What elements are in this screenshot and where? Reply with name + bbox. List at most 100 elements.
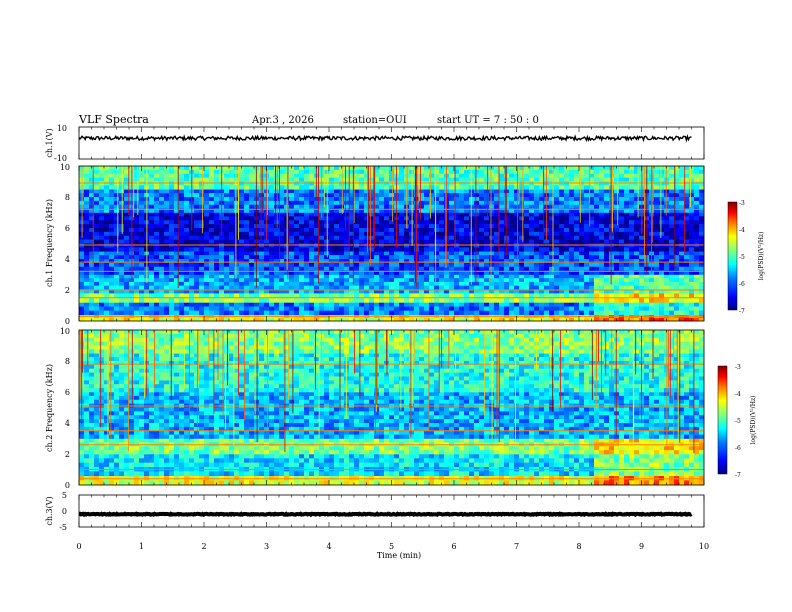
spectrogram-cell [629, 231, 635, 237]
spectrogram-cell [374, 262, 380, 268]
spectrogram-cell [564, 200, 570, 206]
spectrogram-cell [634, 274, 640, 279]
spectrogram-cell [329, 243, 335, 248]
spectrogram-cell [299, 293, 305, 299]
spectrogram-cell [409, 289, 415, 294]
spectrogram-cell [319, 231, 325, 237]
spectrogram-cell [569, 243, 575, 248]
spectrogram-cell [79, 293, 85, 299]
spectrogram-cell [209, 293, 215, 299]
spectrogram-cell [339, 259, 345, 264]
spectrogram-cell [484, 247, 490, 252]
spectrogram-cell [404, 285, 410, 290]
spectrogram-cell [574, 231, 580, 237]
spectrogram-cell [529, 235, 535, 240]
spectrogram-cell [369, 231, 375, 237]
spectrogram-cell [389, 274, 395, 279]
spectrogram-cell [399, 220, 405, 225]
spectrogram-cell [364, 262, 370, 268]
spectrogram-cell [239, 293, 245, 299]
spectrogram-cell [449, 169, 455, 175]
spectrogram-cell [364, 247, 370, 252]
spectrogram-cell [204, 224, 210, 229]
spectrogram-cell [674, 228, 680, 233]
spectrogram-cell [619, 189, 625, 194]
spectrogram-cell [509, 243, 515, 248]
spectrogram-cell [214, 293, 220, 299]
spectrogram-cell [679, 166, 685, 171]
spectrogram-cell [344, 259, 350, 264]
spectrogram-cell [669, 289, 675, 294]
spectrogram-cell [149, 185, 155, 190]
spectrogram-cell [134, 243, 140, 248]
spectrogram-cell [529, 255, 535, 260]
spectrogram-cell [594, 247, 600, 252]
spectrogram-cell [284, 243, 290, 248]
spectrogram-cell [159, 247, 165, 252]
spectrogram-cell [654, 212, 660, 217]
spectrogram-cell [89, 293, 95, 299]
spectrogram-cell [549, 224, 555, 229]
spectrogram-cell [499, 278, 505, 283]
spectrogram-cell [639, 270, 645, 275]
spectrogram-cell [469, 270, 475, 275]
spectrogram-cell [669, 204, 675, 209]
spectrogram-cell [374, 235, 380, 240]
spectrogram-cell [194, 185, 200, 190]
spectrogram-cell [479, 278, 485, 283]
spectrogram-cell [259, 317, 265, 322]
spectrogram-cell [349, 278, 355, 283]
spectrogram-cell [94, 239, 100, 244]
spectrogram-cell [454, 224, 460, 229]
spectrogram-cell [554, 204, 560, 209]
spectrogram-cell [584, 306, 590, 311]
spectrogram-cell [684, 306, 690, 311]
spectrogram-cell [339, 177, 345, 182]
spectrogram-cell [484, 212, 490, 217]
spectrogram-cell [474, 216, 480, 221]
spectrogram-cell [449, 251, 455, 256]
spectrogram-cell [174, 310, 180, 316]
spectrogram-cell [654, 181, 660, 186]
spectrogram-cell [634, 166, 640, 171]
spectrogram-cell [314, 212, 320, 217]
spectrogram-cell [364, 216, 370, 221]
spectrogram-cell [689, 173, 695, 178]
spectrogram-cell [459, 247, 465, 252]
spectrogram-cell [149, 216, 155, 221]
spectrogram-cell [384, 231, 390, 237]
spectrogram-cell [384, 262, 390, 268]
spectrogram-cell [694, 289, 700, 294]
spectrogram-cell [334, 255, 340, 260]
spectrogram-cell [454, 278, 460, 283]
spectrogram-cell [274, 259, 280, 264]
spectrogram-cell [149, 266, 155, 271]
spectrogram-cell [474, 231, 480, 237]
spectrogram-cell [434, 177, 440, 182]
spectrogram-cell [359, 220, 365, 225]
spectrogram-cell [424, 262, 430, 268]
spectrogram-cell [614, 243, 620, 248]
spectrogram-cell [574, 297, 580, 303]
spectrogram-cell [379, 193, 385, 198]
ch1-waveform-trace [78, 133, 692, 143]
spectrogram-cell [524, 193, 530, 198]
spectrogram-cell [539, 274, 545, 279]
spectrogram-cell [579, 177, 585, 182]
spectrogram-cell [359, 185, 365, 190]
spectrogram-cell [599, 169, 605, 175]
spectrogram-cell [169, 266, 175, 271]
spectrogram-cell [239, 204, 245, 209]
spectrogram-cell [249, 224, 255, 229]
spectrogram-cell [384, 216, 390, 221]
spectrogram-cell [284, 289, 290, 294]
spectrogram-cell [654, 200, 660, 206]
spectrogram-cell [299, 317, 305, 322]
spectrogram-cell [684, 289, 690, 294]
spectrogram-cell [584, 235, 590, 240]
spectrogram-cell [164, 297, 170, 303]
spectrogram-cell [209, 235, 215, 240]
spectrogram-cell [434, 310, 440, 316]
spectrogram-cell [384, 274, 390, 279]
spectrogram-cell [434, 235, 440, 240]
